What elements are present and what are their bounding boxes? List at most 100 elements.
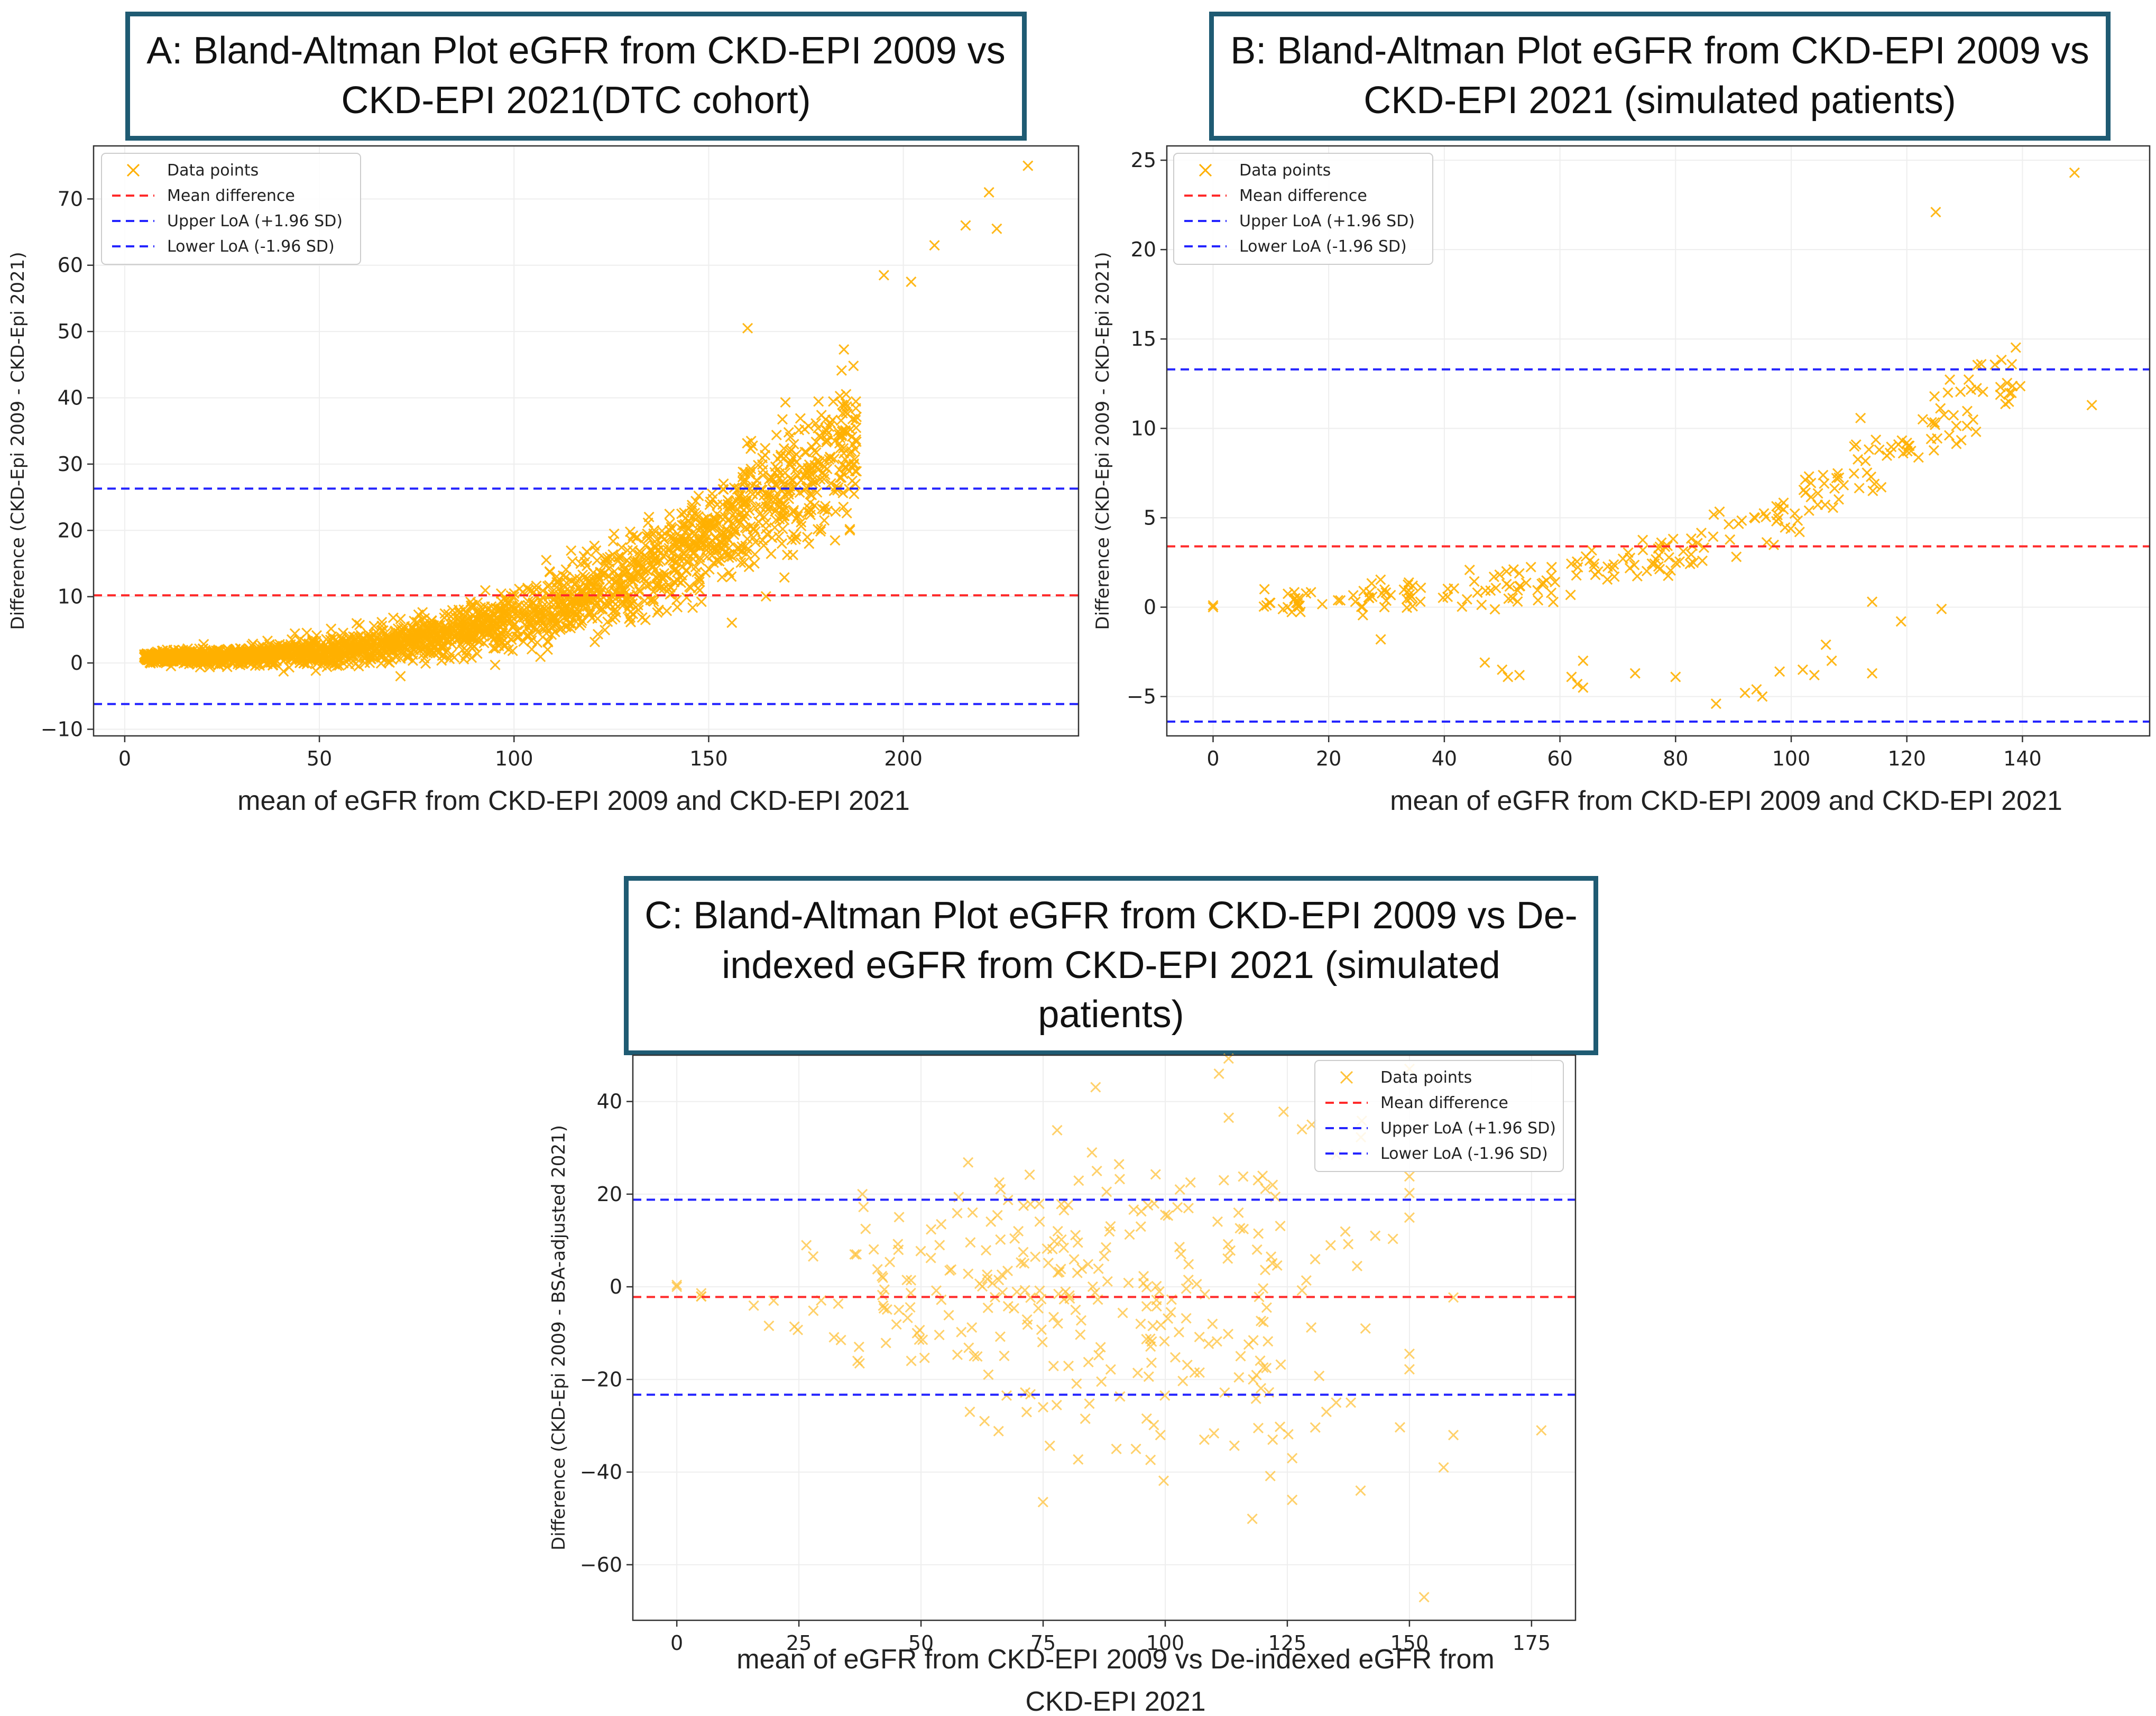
- data-point: [993, 1177, 1005, 1188]
- data-point: [801, 1240, 812, 1251]
- data-point: [758, 465, 769, 476]
- legend-label: Upper LoA (+1.96 SD): [1380, 1119, 1556, 1138]
- data-point: [1494, 569, 1505, 580]
- data-point: [589, 636, 601, 648]
- data-point: [1272, 1260, 1283, 1271]
- y-tick-label: 15: [1131, 327, 1156, 350]
- data-point: [1183, 1274, 1194, 1286]
- data-point: [237, 649, 248, 660]
- data-point: [1913, 452, 1924, 463]
- data-point: [1902, 446, 1913, 457]
- data-point: [1258, 1316, 1269, 1327]
- data-point: [745, 443, 757, 454]
- data-point: [1375, 574, 1386, 585]
- data-point: [1095, 1342, 1106, 1353]
- data-point: [209, 652, 221, 663]
- data-point: [1684, 558, 1696, 569]
- data-point: [393, 641, 404, 652]
- data-point: [1207, 1318, 1218, 1330]
- data-point: [1211, 1336, 1222, 1347]
- x-tick-label: 0: [118, 747, 131, 770]
- data-point: [1105, 1364, 1116, 1375]
- data-point: [1404, 589, 1415, 600]
- data-point: [697, 533, 708, 544]
- data-point: [375, 635, 387, 646]
- data-point: [1293, 601, 1304, 612]
- data-point: [375, 651, 386, 662]
- y-tick-label: 0: [1144, 596, 1156, 619]
- data-point: [1442, 583, 1453, 595]
- data-point: [671, 594, 682, 605]
- data-point: [1099, 1251, 1110, 1262]
- data-point: [893, 1304, 905, 1315]
- data-point: [1820, 639, 1831, 650]
- data-point: [963, 1342, 974, 1353]
- data-point: [643, 553, 654, 565]
- data-point: [1654, 541, 1665, 552]
- data-point: [1863, 444, 1875, 455]
- data-point: [1739, 687, 1750, 698]
- data-point: [1670, 557, 1681, 568]
- y-tick-label: −60: [580, 1553, 622, 1576]
- data-point: [667, 523, 678, 534]
- data-point: [963, 1157, 974, 1168]
- data-point: [1219, 1387, 1230, 1398]
- data-point: [835, 442, 846, 454]
- data-point: [2002, 377, 2013, 389]
- data-point: [1935, 403, 1946, 414]
- data-point: [720, 547, 731, 558]
- data-point: [1143, 1200, 1154, 1211]
- data-point: [487, 612, 498, 623]
- data-point: [820, 414, 831, 425]
- data-point: [1135, 1318, 1146, 1330]
- data-point: [944, 1265, 955, 1276]
- data-point: [778, 443, 789, 454]
- title-c: C: Bland-Altman Plot eGFR from CKD-EPI 2…: [644, 894, 1578, 1036]
- data-point: [849, 454, 860, 465]
- data-point: [1037, 1497, 1048, 1508]
- data-point: [748, 523, 759, 534]
- data-point: [1183, 1203, 1194, 1214]
- y-tick-label: −40: [580, 1461, 622, 1484]
- data-point: [1547, 596, 1559, 607]
- data-point: [836, 430, 847, 441]
- data-point: [733, 542, 744, 553]
- data-point: [1263, 1336, 1274, 1347]
- data-point: [796, 521, 807, 532]
- x-tick-label: 50: [307, 747, 332, 770]
- data-point: [1819, 478, 1830, 489]
- data-point: [528, 604, 539, 616]
- data-point: [993, 1275, 1005, 1286]
- data-point: [808, 1251, 819, 1262]
- data-point: [1101, 1186, 1112, 1197]
- data-point: [1854, 483, 1865, 494]
- data-point: [641, 564, 652, 575]
- data-point: [974, 1278, 985, 1289]
- data-point: [376, 638, 387, 649]
- data-point: [813, 396, 824, 407]
- data-point: [1874, 444, 1885, 455]
- data-point: [1357, 610, 1368, 621]
- legend-a: Data points Mean difference Upper LoA (+1.…: [101, 153, 361, 265]
- data-point: [799, 447, 810, 458]
- data-point: [1438, 592, 1449, 603]
- data-point: [723, 552, 734, 563]
- data-point: [1607, 562, 1618, 574]
- data-point: [1258, 601, 1269, 612]
- data-point: [471, 613, 482, 624]
- data-point: [1068, 1254, 1080, 1265]
- data-point: [1514, 580, 1525, 592]
- data-point: [1016, 1257, 1027, 1268]
- data-point: [794, 425, 805, 436]
- data-point: [1697, 555, 1708, 566]
- data-point: [1090, 1082, 1101, 1093]
- data-points-a: [139, 160, 1034, 682]
- data-point: [291, 639, 302, 650]
- data-point: [1123, 1277, 1134, 1288]
- data-point: [1951, 438, 1962, 449]
- data-point: [1608, 559, 1619, 570]
- data-point: [1033, 1303, 1044, 1314]
- data-point: [1629, 668, 1641, 679]
- data-point: [980, 1245, 992, 1256]
- x-tick-label: 100: [495, 747, 533, 770]
